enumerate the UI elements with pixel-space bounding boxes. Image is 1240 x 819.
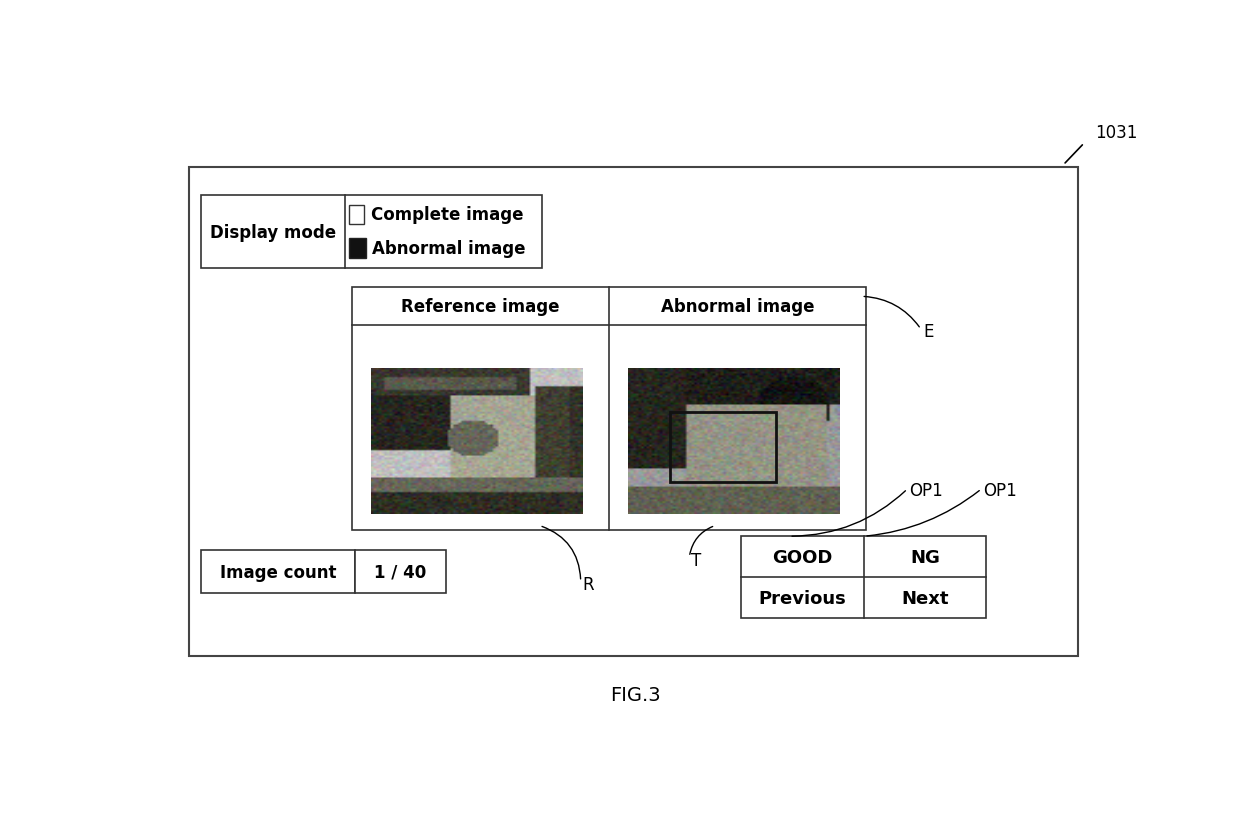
Text: OP1: OP1	[909, 482, 944, 500]
Bar	[350, 239, 367, 259]
Text: NG: NG	[910, 548, 940, 566]
Text: Abnormal image: Abnormal image	[372, 240, 526, 258]
Bar	[352, 287, 866, 530]
Bar	[355, 550, 446, 593]
Text: Abnormal image: Abnormal image	[661, 297, 815, 315]
Text: Next: Next	[901, 589, 949, 607]
Text: T: T	[691, 551, 702, 569]
Text: FIG.3: FIG.3	[610, 685, 661, 704]
Bar	[188, 168, 1078, 656]
Text: Image count: Image count	[219, 563, 336, 581]
Bar	[201, 196, 542, 269]
Text: Display mode: Display mode	[210, 224, 336, 242]
Bar	[350, 206, 365, 224]
Text: OP1: OP1	[983, 482, 1017, 500]
Bar	[201, 550, 355, 593]
Bar	[670, 413, 776, 482]
Text: GOOD: GOOD	[773, 548, 833, 566]
Text: 1031: 1031	[1095, 124, 1137, 142]
Bar	[742, 536, 986, 618]
Text: Complete image: Complete image	[371, 206, 523, 224]
Text: 1 / 40: 1 / 40	[374, 563, 427, 581]
Text: R: R	[583, 575, 594, 593]
Text: Previous: Previous	[759, 589, 847, 607]
Text: Reference image: Reference image	[401, 297, 559, 315]
Text: E: E	[924, 323, 934, 341]
